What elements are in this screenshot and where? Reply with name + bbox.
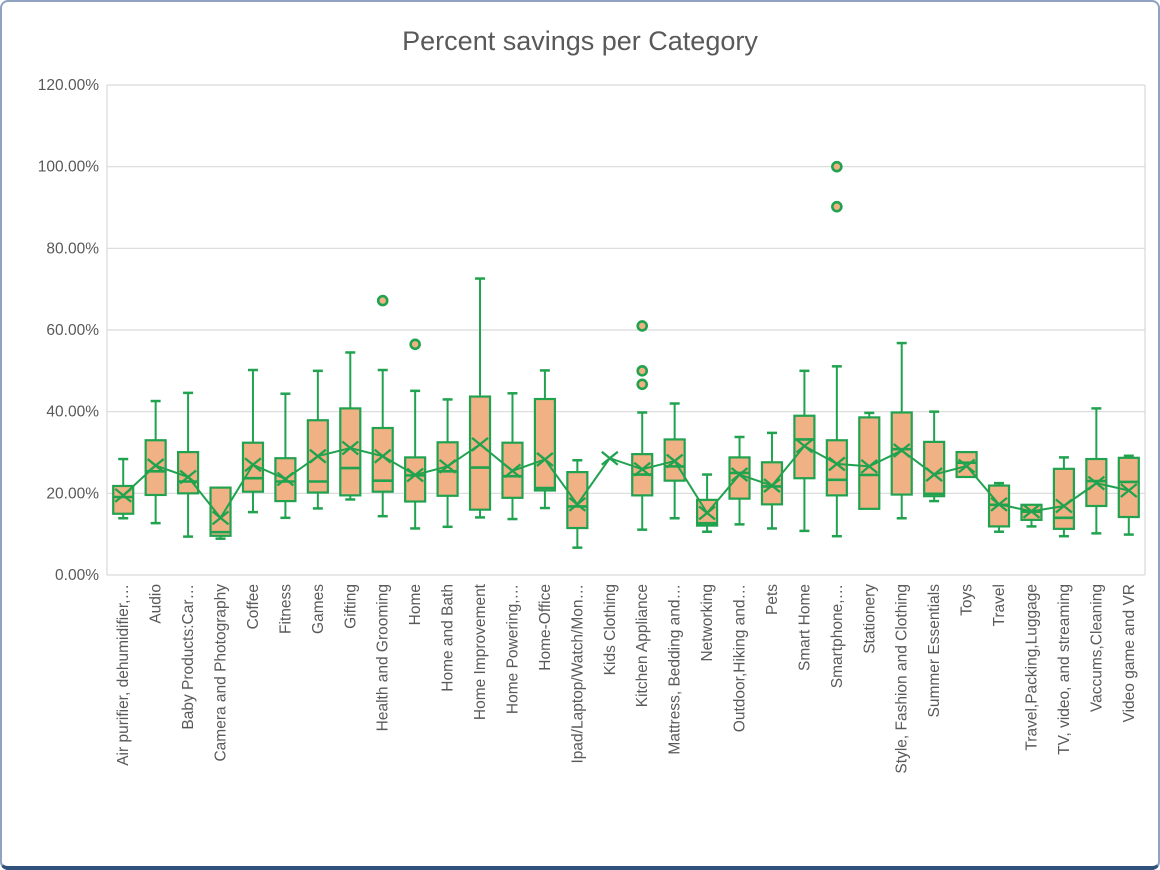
x-axis-label: Vaccums,Cleaning [1088,584,1105,712]
mean-marker-x [601,450,619,466]
x-axis-label: Travel,Packing,Luggage [1023,584,1040,751]
x-axis-label: Baby Products:Car… [180,584,197,730]
x-axis-label: Pets [764,584,781,615]
x-axis-label: Games [310,584,327,634]
mean-marker-x [471,436,489,452]
box-rect [728,456,751,500]
mean-marker-x [373,448,392,464]
x-axis-label: Smartphone,… [829,584,846,688]
mean-marker-x [211,510,230,526]
mean-marker-x [406,467,424,483]
mean-marker-x [1022,503,1041,519]
box-rect [923,440,946,498]
x-axis-label: Summer Essentials [926,584,943,718]
box-rect [371,426,394,493]
x-axis-label: Gifting [342,584,359,629]
x-axis-label: Coffee [245,584,262,629]
mean-marker-x [179,469,197,485]
box-rect [404,456,427,503]
y-tick-label: 60.00% [46,322,99,339]
mean-marker-x [568,496,587,512]
mean-marker-x [957,458,976,474]
outlier-point [636,320,649,332]
x-axis-label: TV, video, and streaming [1056,584,1073,755]
mean-marker-x [276,471,295,487]
y-tick-label: 40.00% [46,404,99,421]
box-rect [825,439,848,497]
mean-marker-x [925,467,943,482]
mean-marker-x [438,458,457,474]
mean-marker-x [892,443,911,458]
x-axis-label: Home and Bath [440,584,457,692]
box-rect [144,439,167,497]
x-axis-label: Stationery [861,584,878,654]
box-rect [890,411,913,496]
box-rect [339,407,362,497]
x-axis-label: Fitness [277,584,294,634]
outlier-point [636,365,649,377]
outlier-point [831,200,843,213]
box-rect [533,397,557,492]
y-tick-label: 0.00% [55,567,99,584]
mean-marker-x [1087,475,1106,491]
box-rect [112,484,135,515]
mean-marker-x [795,438,814,454]
mean-marker-x [146,458,165,473]
x-axis-label: Home [407,584,424,625]
mean-marker-x [665,453,684,469]
x-axis-label: Camera and Photography [213,584,230,762]
box-rect [566,471,589,530]
y-tick-label: 20.00% [46,485,99,502]
y-tick-label: 100.00% [38,159,99,176]
x-axis-label: Ipad/Laptop/Watch/Mon… [569,584,586,764]
mean-marker-x [244,457,262,473]
x-axis-label: Travel [991,584,1008,627]
y-tick-label: 80.00% [46,240,99,257]
box-rect [858,416,881,510]
outlier-point [636,378,649,391]
box-rect [468,395,492,511]
x-axis-label: Home Powering,… [504,584,521,714]
mean-marker-x [698,505,716,521]
x-axis-label: Home-Office [537,584,554,671]
mean-marker-x [763,478,781,493]
x-axis-label: Air purifier, dehumidifier,… [115,584,132,766]
x-axis-label: Video game and VR [1121,584,1138,722]
x-axis-label: Home Improvement [472,583,489,720]
x-axis-label: Networking [699,584,716,662]
x-axis-label: Kitchen Appliance [634,584,651,707]
y-tick-label: 120.00% [38,77,99,94]
x-axis-label: Kids Clothing [602,584,619,675]
mean-marker-x [341,440,360,456]
mean-marker-x [633,461,651,477]
mean-marker-x [990,496,1008,512]
x-axis-label: Health and Grooming [375,584,392,731]
outlier-point [376,294,389,307]
mean-marker-x [828,456,846,472]
chart-title: Percent savings per Category [402,26,758,56]
mean-marker-x [503,463,522,479]
x-axis-label: Style, Fashion and Clothing [894,584,911,774]
mean-marker-x [1120,483,1138,498]
mean-marker-x [536,452,554,467]
mean-line [122,443,1130,520]
box-rect [1117,456,1140,519]
x-axis-label: Smart Home [796,584,813,671]
box-rect [209,486,232,537]
x-axis-label: Outdoor,Hiking and… [732,584,749,732]
mean-marker-x [730,467,749,482]
x-axis-label: Mattress, Bedding and… [667,584,684,755]
mean-marker-x [114,487,132,503]
mean-marker-x [1055,498,1073,514]
outlier-point [409,338,421,351]
box-rect [760,461,784,506]
outlier-point [831,160,843,173]
mean-marker-x [860,458,879,474]
x-axis-label: Toys [959,584,976,616]
x-axis-label: Audio [148,584,165,624]
mean-marker-x [309,448,327,464]
